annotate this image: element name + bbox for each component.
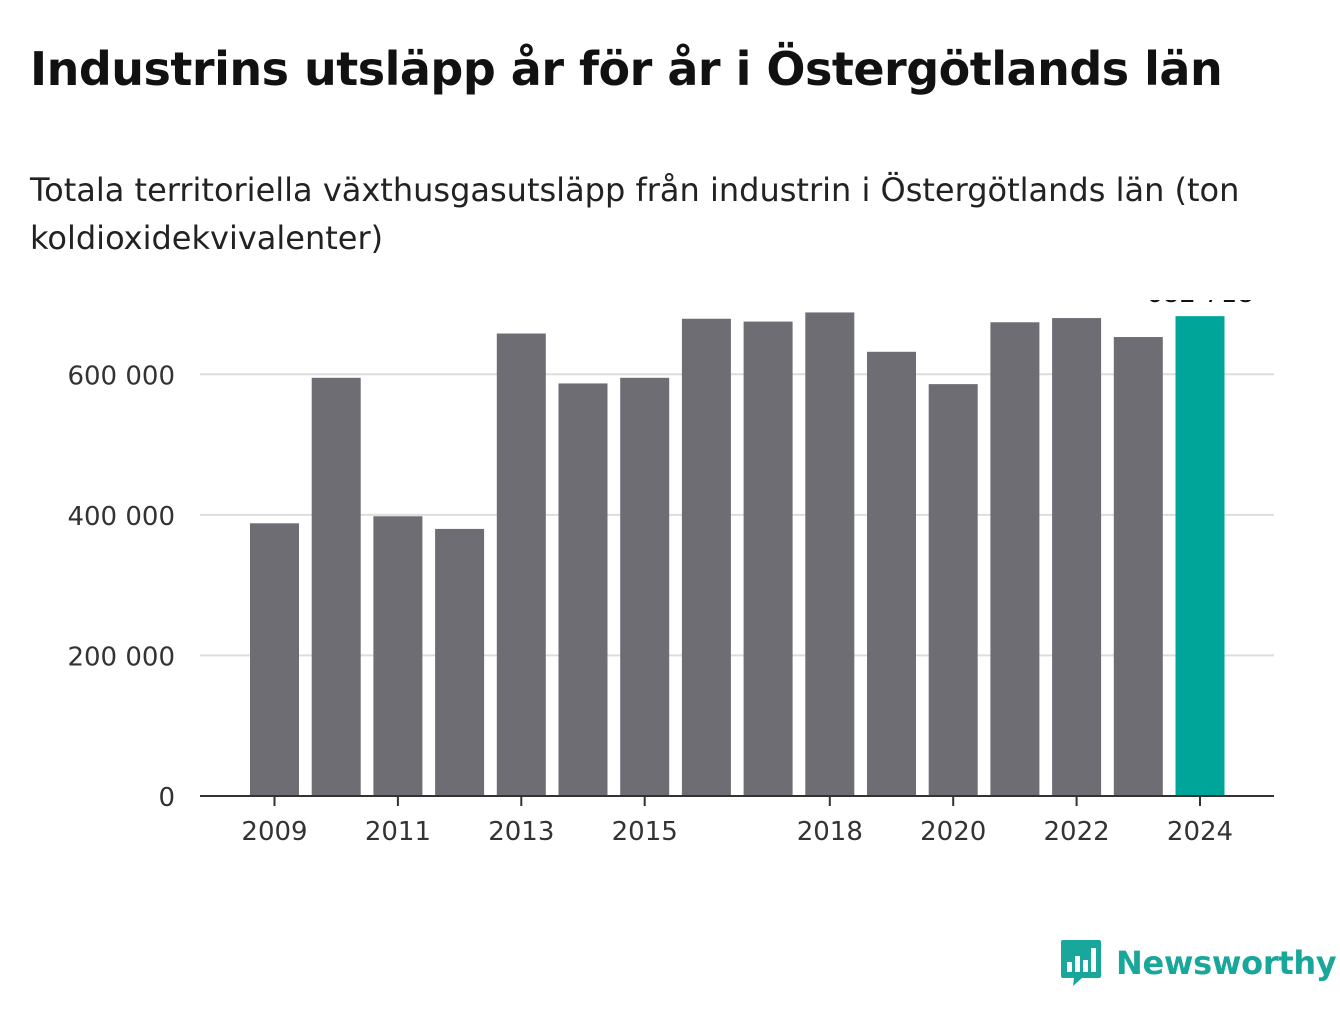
y-tick-label: 600 000: [67, 361, 175, 391]
x-tick-label: 2024: [1167, 817, 1233, 847]
bar-2022: [1052, 318, 1102, 796]
value-annotation: 682 718: [1146, 300, 1254, 309]
newsworthy-logo-icon: [1061, 940, 1101, 986]
bar-2017: [743, 321, 793, 796]
bar-2013: [496, 333, 546, 796]
bar-2009: [250, 523, 299, 796]
axes: [200, 795, 1274, 806]
labels: 0 200 000 400 000 600 000 2009 2011 2013 2015 20…: [67, 300, 1253, 847]
bar-2011: [373, 516, 423, 796]
bars: [250, 312, 1225, 796]
newsworthy-brand: Newsworthy: [1060, 938, 1337, 988]
chart-subtitle: Totala territoriella växthusgasutsläpp f…: [30, 171, 1240, 257]
y-tick-label: 0: [158, 783, 175, 813]
chart-title: Industrins utsläpp år för år i Östergötl…: [30, 42, 1223, 96]
x-tick-label: 2018: [797, 817, 863, 847]
bar-2024: [1175, 316, 1225, 796]
x-tick-label: 2009: [241, 817, 307, 847]
bar-2012: [435, 528, 485, 796]
x-tick-label: 2022: [1044, 817, 1110, 847]
y-tick-label: 200 000: [67, 642, 175, 672]
bar-2015: [620, 377, 670, 796]
bar-2016: [681, 318, 731, 796]
bar-2014: [558, 383, 608, 796]
bar-2020: [928, 384, 978, 796]
x-tick-label: 2013: [488, 817, 554, 847]
y-tick-label: 400 000: [67, 502, 175, 532]
gridlines: [200, 373, 1274, 657]
x-tick-label: 2011: [365, 817, 431, 847]
brand-name: Newsworthy: [1116, 944, 1337, 982]
bar-2018: [805, 312, 855, 796]
bar-2010: [311, 377, 361, 796]
bar-2023: [1113, 337, 1163, 796]
bar-2021: [990, 322, 1040, 796]
x-tick-label: 2020: [920, 817, 986, 847]
x-tick-label: 2015: [612, 817, 678, 847]
bar-chart: 0 200 000 400 000 600 000 2009 2011 2013 2015 20…: [67, 300, 1274, 847]
bar-2019: [867, 351, 916, 796]
